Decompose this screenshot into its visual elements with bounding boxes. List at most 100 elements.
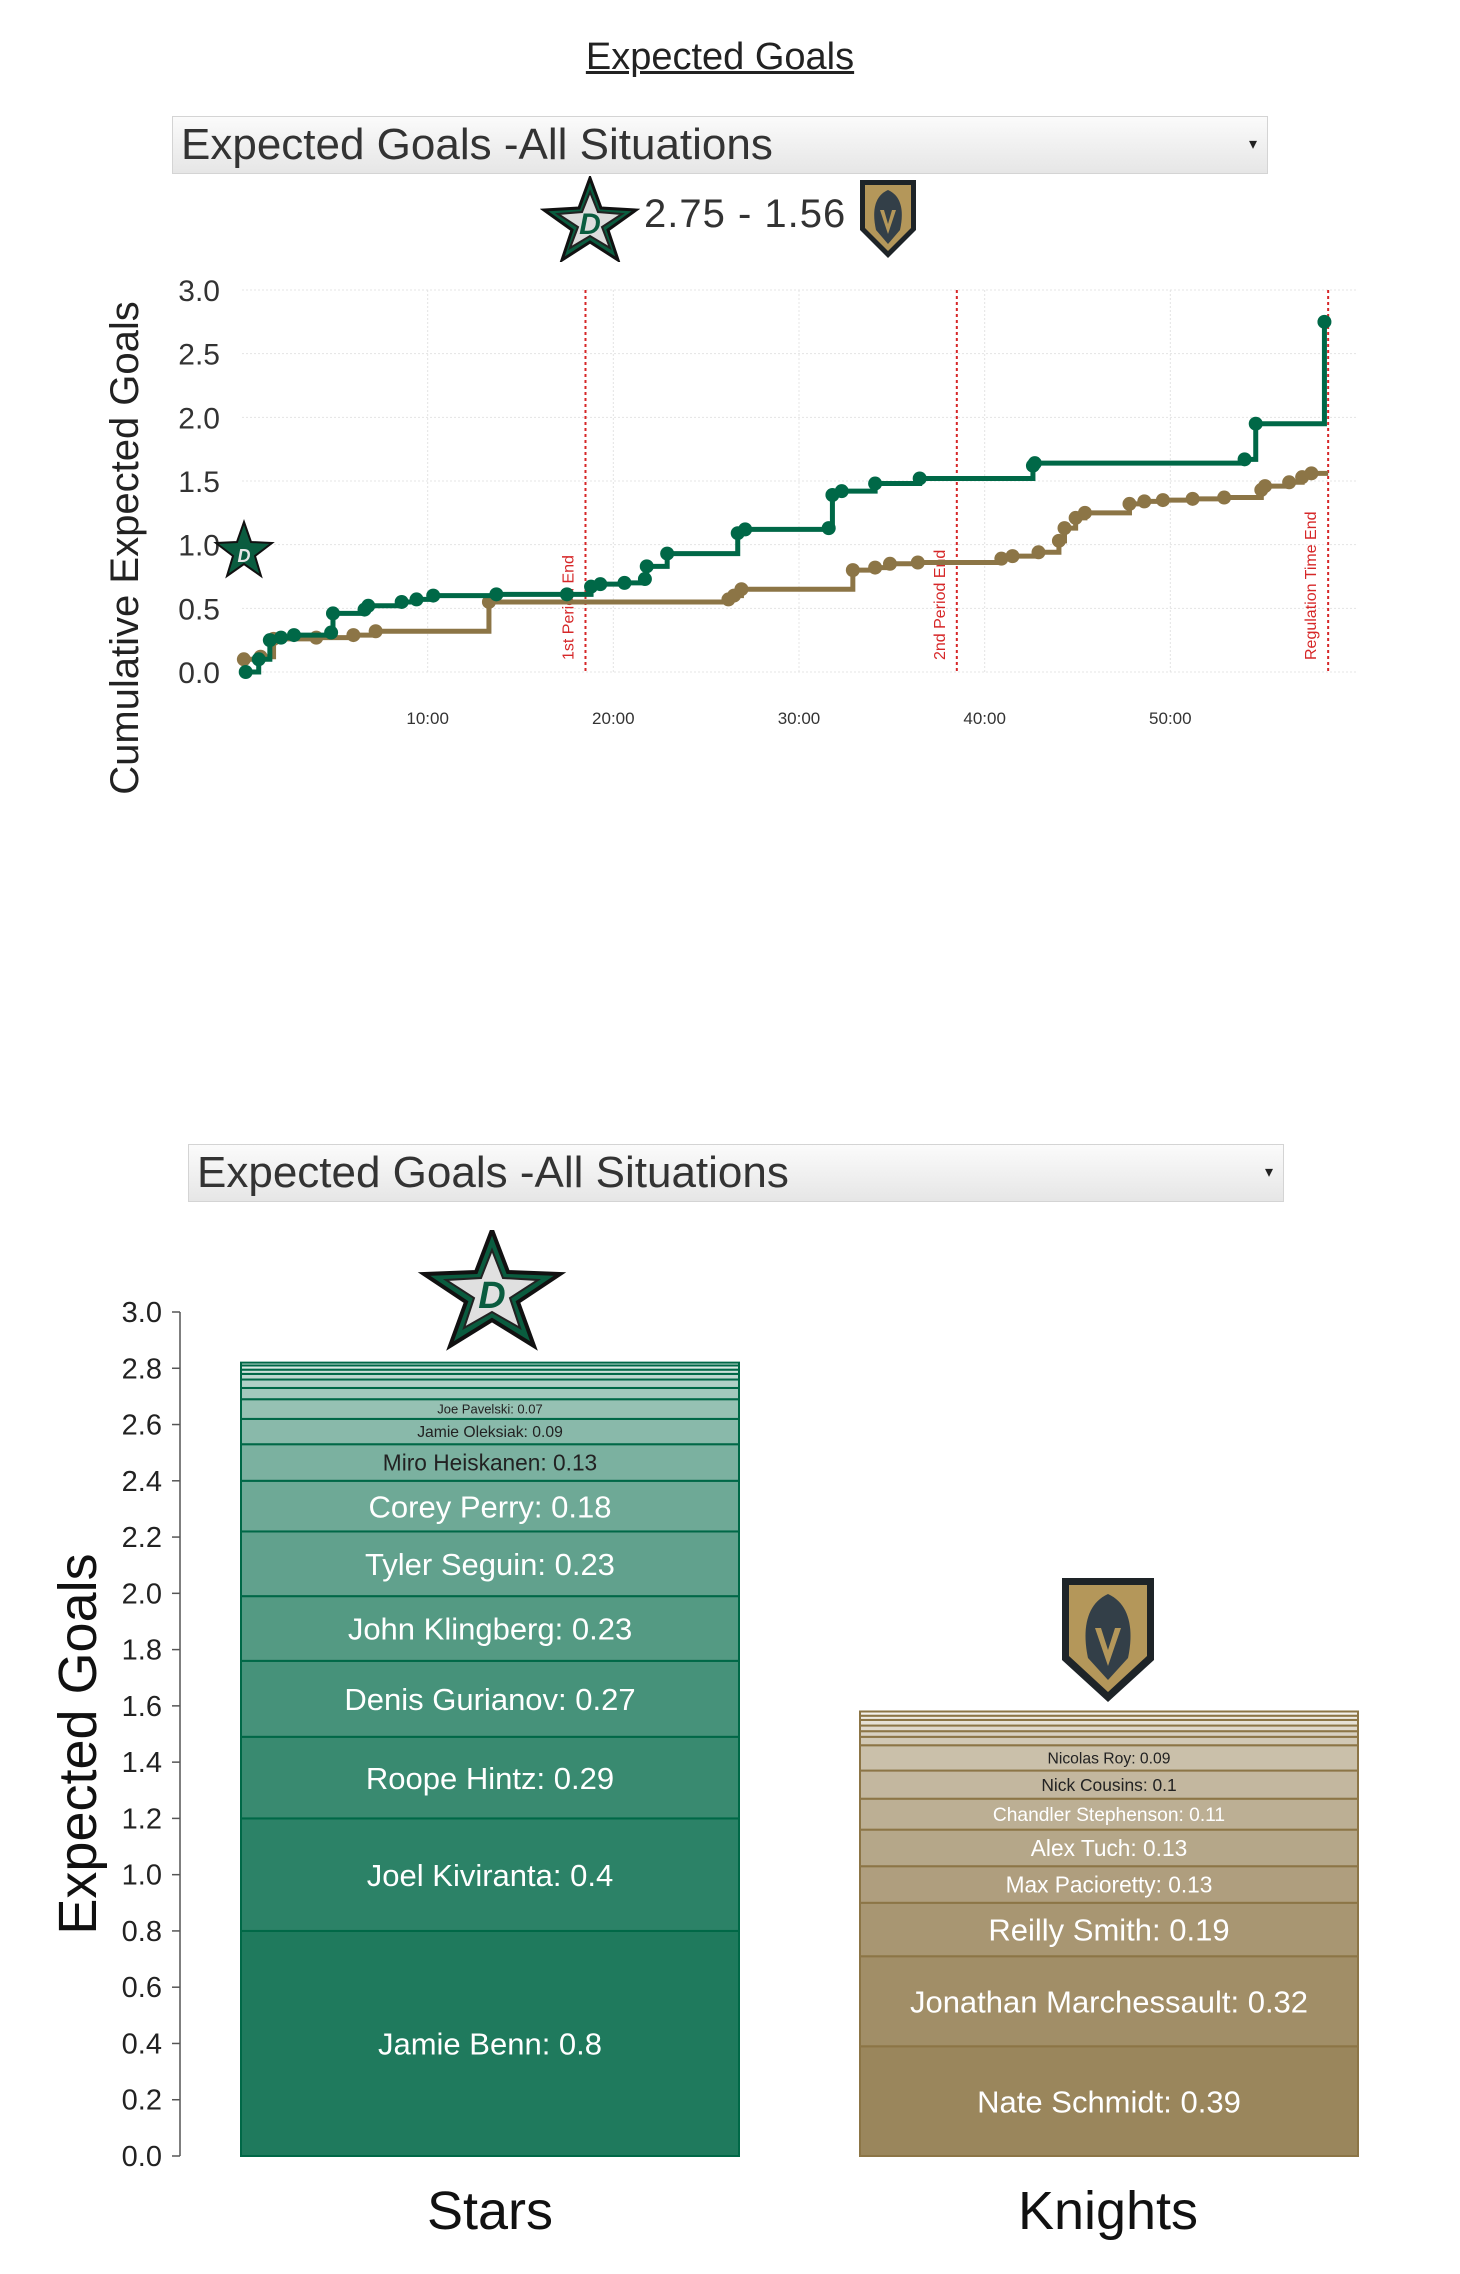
knights-point	[1304, 466, 1319, 481]
caret-down-icon: ▾	[1264, 1164, 1273, 1181]
knights-point	[1258, 479, 1273, 494]
y-tick-label: 3.0	[178, 275, 220, 308]
period-marker-label: Regulation Time End	[1303, 511, 1320, 660]
knights-point	[994, 551, 1009, 566]
bar-chart-ylabel: Expected Goals	[48, 1553, 108, 1934]
knights-point	[910, 555, 925, 570]
line-chart: Cumulative Expected Goals 0.0 0.5 1.0 1.5 2.…	[103, 275, 1356, 795]
line-chart-grid	[242, 289, 1356, 673]
score-text: 2.75 - 1.56	[644, 192, 847, 236]
stars-point	[324, 625, 339, 640]
line-chart-dropdown-value: Expected Goals -All Situations	[181, 120, 773, 169]
stars-point	[426, 588, 441, 603]
knights-segment	[859, 1828, 1359, 1868]
line-chart-y-ticks: 0.0 0.5 1.0 1.5 2.0 2.5 3.0	[178, 275, 220, 690]
knights-segment	[859, 1735, 1359, 1747]
stars-point	[593, 577, 608, 592]
knights-point	[1005, 549, 1020, 564]
bar-y-tick-label: 2.8	[122, 1353, 162, 1385]
bar-chart-situation-dropdown[interactable]: Expected Goals -All Situations ▾	[188, 1144, 1284, 1202]
bar-y-tick-label: 0.0	[122, 2141, 162, 2173]
knights-segment	[859, 1901, 1359, 1958]
bar-chart-y-axis: 0.0 0.2 0.4 0.6 0.8 1.0 1.2 1.4 1.6 1.8 2.0 2.2 2.4 2…	[122, 1297, 181, 2173]
stars-segment	[240, 1443, 740, 1482]
bar-y-tick-label: 2.4	[122, 1466, 162, 1498]
bar-y-tick-label: 0.4	[122, 2028, 162, 2060]
knights-point	[868, 560, 883, 575]
caret-down-icon: ▾	[1248, 136, 1257, 153]
knights-point	[1122, 496, 1137, 511]
knights-segment-label: Max Pacioretty: 0.13	[1006, 1872, 1213, 1898]
bar-chart: Expected Goals 0.0 0.2 0.4 0.6 0.8 1.0 1.2 1.4 1…	[48, 1230, 1359, 2173]
stars-point	[251, 652, 266, 667]
line-chart-series	[236, 314, 1332, 679]
knights-point	[845, 563, 860, 578]
stars-segment	[240, 1386, 740, 1401]
knights-segment	[859, 1955, 1359, 2048]
svg-text:D: D	[579, 208, 601, 241]
bar-y-tick-label: 1.6	[122, 1691, 162, 1723]
bar-y-tick-label: 0.8	[122, 1916, 162, 1948]
knights-point	[1031, 545, 1046, 560]
stars-segment	[240, 1417, 740, 1446]
knights-point	[1282, 475, 1297, 490]
knights-segment-label: Jonathan Marchessault: 0.32	[910, 1984, 1308, 2019]
bar-y-tick-label: 1.0	[122, 1860, 162, 1892]
knights-point	[1077, 505, 1092, 520]
knights-segment	[859, 1710, 1359, 1717]
knights-point	[368, 624, 383, 639]
stars-point	[639, 559, 654, 574]
x-tick-label: 50:00	[1149, 709, 1192, 728]
line-chart-x-ticks: 10:00 20:00 30:00 40:00 50:00	[406, 709, 1191, 728]
bar-y-tick-label: 1.8	[122, 1635, 162, 1667]
stars-point	[637, 572, 652, 587]
knights-point	[1051, 533, 1066, 548]
knights-segment-label: Alex Tuch: 0.13	[1031, 1835, 1187, 1861]
stars-point	[617, 575, 632, 590]
stars-point	[286, 628, 301, 643]
stars-segment	[240, 1479, 740, 1533]
stars-point	[868, 476, 883, 491]
stars-segment-label: John Klingberg: 0.23	[348, 1612, 632, 1647]
knights-segment-label: Chandler Stephenson: 0.11	[993, 1805, 1225, 1826]
stars-point	[325, 606, 340, 621]
y-tick-label: 1.5	[178, 466, 220, 499]
page-title: Expected Goals	[585, 36, 855, 78]
stars-point	[238, 665, 253, 679]
line-chart-situation-dropdown[interactable]: Expected Goals -All Situations ▾	[172, 116, 1268, 174]
period-marker-label: 1st Period End	[560, 555, 577, 660]
line-chart-ylabel: Cumulative Expected Goals	[103, 301, 147, 795]
stars-point	[559, 587, 574, 602]
x-tick-label: 20:00	[592, 709, 635, 728]
knights-segment-label: Nate Schmidt: 0.39	[977, 2084, 1241, 2119]
stars-segment-label: Miro Heiskanen: 0.13	[383, 1450, 597, 1476]
score-header: D 2.75 - 1.56	[540, 176, 920, 266]
knights-segment-label: Reilly Smith: 0.19	[988, 1913, 1229, 1948]
knights-point	[236, 652, 251, 667]
stars-segment-label: Joel Kiviranta: 0.4	[367, 1858, 613, 1893]
stars-point	[738, 522, 753, 537]
bar-y-tick-label: 0.2	[122, 2085, 162, 2117]
stars-point	[821, 521, 836, 536]
knights-line	[243, 470, 1329, 662]
x-tick-label: 40:00	[963, 709, 1006, 728]
bar-y-tick-label: 2.2	[122, 1522, 162, 1554]
stars-segment-label: Joe Pavelski: 0.07	[437, 1402, 543, 1417]
stars-point	[361, 598, 376, 613]
bar-y-tick-label: 3.0	[122, 1297, 162, 1329]
stars-segment-label: Jamie Oleksiak: 0.09	[417, 1424, 563, 1441]
stars-point	[262, 633, 277, 648]
stars-segment-label: Roope Hintz: 0.29	[366, 1761, 614, 1796]
stars-segment	[240, 1361, 740, 1367]
stars-point	[834, 484, 849, 499]
knights-point	[1185, 491, 1200, 506]
stars-segment	[240, 1530, 740, 1598]
stars-segment	[240, 1378, 740, 1389]
bar-y-tick-label: 0.6	[122, 1972, 162, 2004]
knights-point	[346, 628, 361, 643]
knights-segment	[859, 1769, 1359, 1800]
knights-bar-logo	[1062, 1578, 1154, 1702]
bar-category-knights: Knights	[1017, 2181, 1199, 2241]
knights-point	[734, 582, 749, 597]
stars-segment	[240, 1735, 740, 1820]
